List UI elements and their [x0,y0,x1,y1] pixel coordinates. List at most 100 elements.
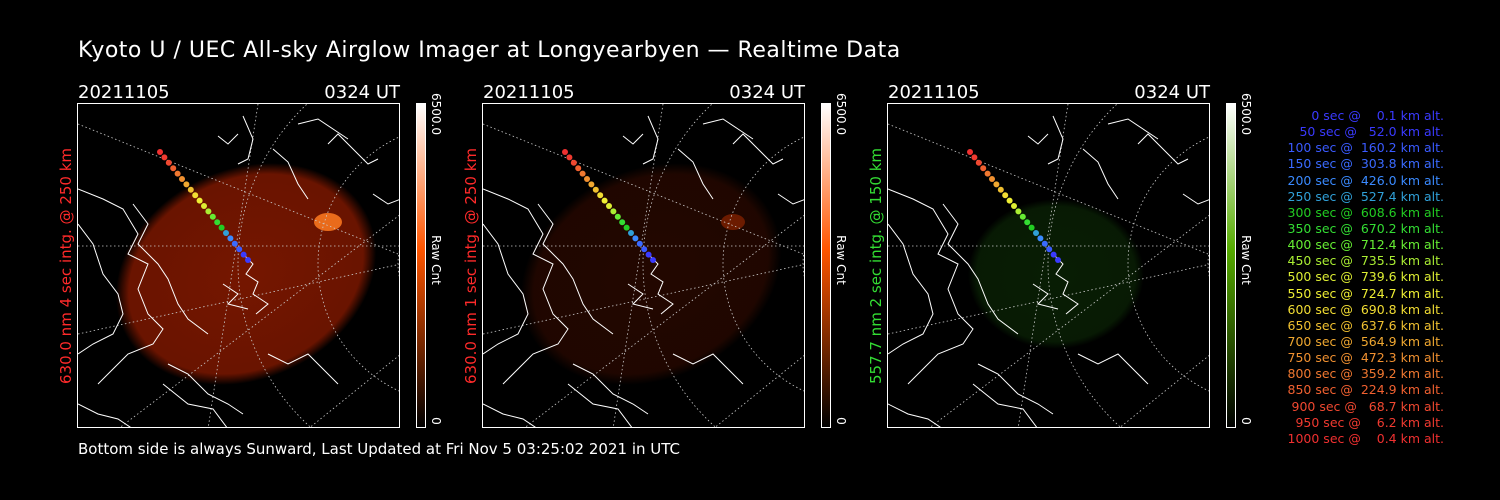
trajectory-point [597,192,604,199]
legend-row: 300 sec @ 608.6 km alt. [1283,204,1445,220]
trajectory-point [170,165,177,172]
trajectory-point [214,219,221,226]
trajectory-point [1019,213,1026,220]
coastline [622,133,644,145]
coastline [1052,253,1079,315]
panel-1-colorbar-max: 6500.0 [429,93,443,135]
panel-3-colorbar [1226,103,1236,428]
coastline [237,115,254,165]
legend-row: 850 sec @ 224.9 km alt. [1283,382,1445,398]
meridian-line [78,264,399,335]
panel-1-date: 20211105 [78,82,170,103]
panel-3-time: 0324 UT [1134,82,1210,103]
trajectory-point [980,165,987,172]
coastline [702,118,754,140]
meridian-line [1119,355,1209,427]
trajectory-point [201,203,207,209]
coastline [483,403,536,427]
trajectory-point [161,154,168,161]
trajectory-point [989,176,995,182]
panel-2-colorbar [821,103,831,428]
trajectory-point [165,159,172,166]
aurora-patch [721,214,745,230]
coastline [672,353,744,385]
coastline [132,203,209,335]
trajectory-point [245,257,251,263]
trajectory-point [575,165,582,172]
trajectory-point [240,251,247,258]
legend-row: 500 sec @ 739.6 km alt. [1283,269,1445,285]
panel-2-sky-image-canvas [483,104,804,427]
coastline [222,283,249,310]
coastline [627,283,654,310]
panel-2-colorbar-max: 6500.0 [834,93,848,135]
coastline [732,133,784,165]
latitude-circle [1207,251,1209,277]
trajectory-point [1041,240,1048,247]
meridian-line [929,215,1209,427]
coastline [272,148,309,200]
trajectory-point [183,181,190,188]
panel-2-wavelength-label: 630.0 nm 1 sec intg. @ 250 km [460,103,482,428]
trajectory-point [218,224,225,231]
trajectory-point [628,230,634,236]
trajectory-point [1015,208,1022,215]
trajectory-point [1037,235,1044,242]
page-title: Kyoto U / UEC All-sky Airglow Imager at … [78,38,901,63]
coastline [647,253,674,315]
trajectory-point [606,203,612,209]
legend-row: 350 sec @ 670.2 km alt. [1283,220,1445,236]
legend-row: 700 sec @ 564.9 km alt. [1283,333,1445,349]
panel-1-colorbar-unit: Raw Cnt [429,235,443,285]
meridian-line [483,123,804,255]
meridian-line [524,215,804,427]
panel-2-colorbar-min: 0 [834,417,848,425]
trajectory-point [223,230,229,236]
coastline [483,188,569,385]
coastline [242,253,269,315]
meridian-line [78,123,399,255]
trajectory-point [1024,219,1031,226]
trajectory-point [1028,224,1035,231]
latitude-circle [802,251,804,277]
coastline [567,383,633,427]
panel-3-sky-image-canvas [888,104,1209,427]
panel-2-date: 20211105 [483,82,575,103]
trajectory-point [209,213,216,220]
coastline [217,133,239,145]
trajectory-point [632,235,639,242]
meridian-line [119,215,399,427]
trajectory-point [645,251,652,258]
legend-row: 100 sec @ 160.2 km alt. [1283,140,1445,156]
legend-row: 200 sec @ 426.0 km alt. [1283,172,1445,188]
panel-3-colorbar-min: 0 [1239,417,1253,425]
trajectory-point [997,186,1004,193]
coastline [572,363,649,415]
altitude-legend: 0 sec @ 0.1 km alt. 50 sec @ 52.0 km alt… [1283,108,1445,447]
airglow-region [520,163,782,385]
trajectory-point [967,149,973,155]
trajectory-point [562,149,568,155]
coastline [777,193,804,205]
coastline [167,363,244,415]
coastline [1032,283,1059,310]
panel-1-sky-image-canvas [78,104,399,427]
panel-3-sky-image [887,103,1210,428]
legend-row: 600 sec @ 690.8 km alt. [1283,301,1445,317]
meridian-line [207,104,259,427]
coastline [327,133,379,165]
panel-1-colorbar-min: 0 [429,417,443,425]
trajectory-point [187,186,194,193]
panel-2-time: 0324 UT [729,82,805,103]
trajectory-point [984,170,991,177]
trajectory-point [636,240,643,247]
meridian-line [888,264,1209,335]
trajectory-point [614,213,621,220]
legend-row: 0 sec @ 0.1 km alt. [1299,108,1444,123]
trajectory-point [174,170,181,177]
trajectory-point [1055,257,1061,263]
trajectory-point [610,208,617,215]
meridian-line [309,355,399,427]
latitude-circle [397,251,399,277]
meridian-line [483,264,804,335]
